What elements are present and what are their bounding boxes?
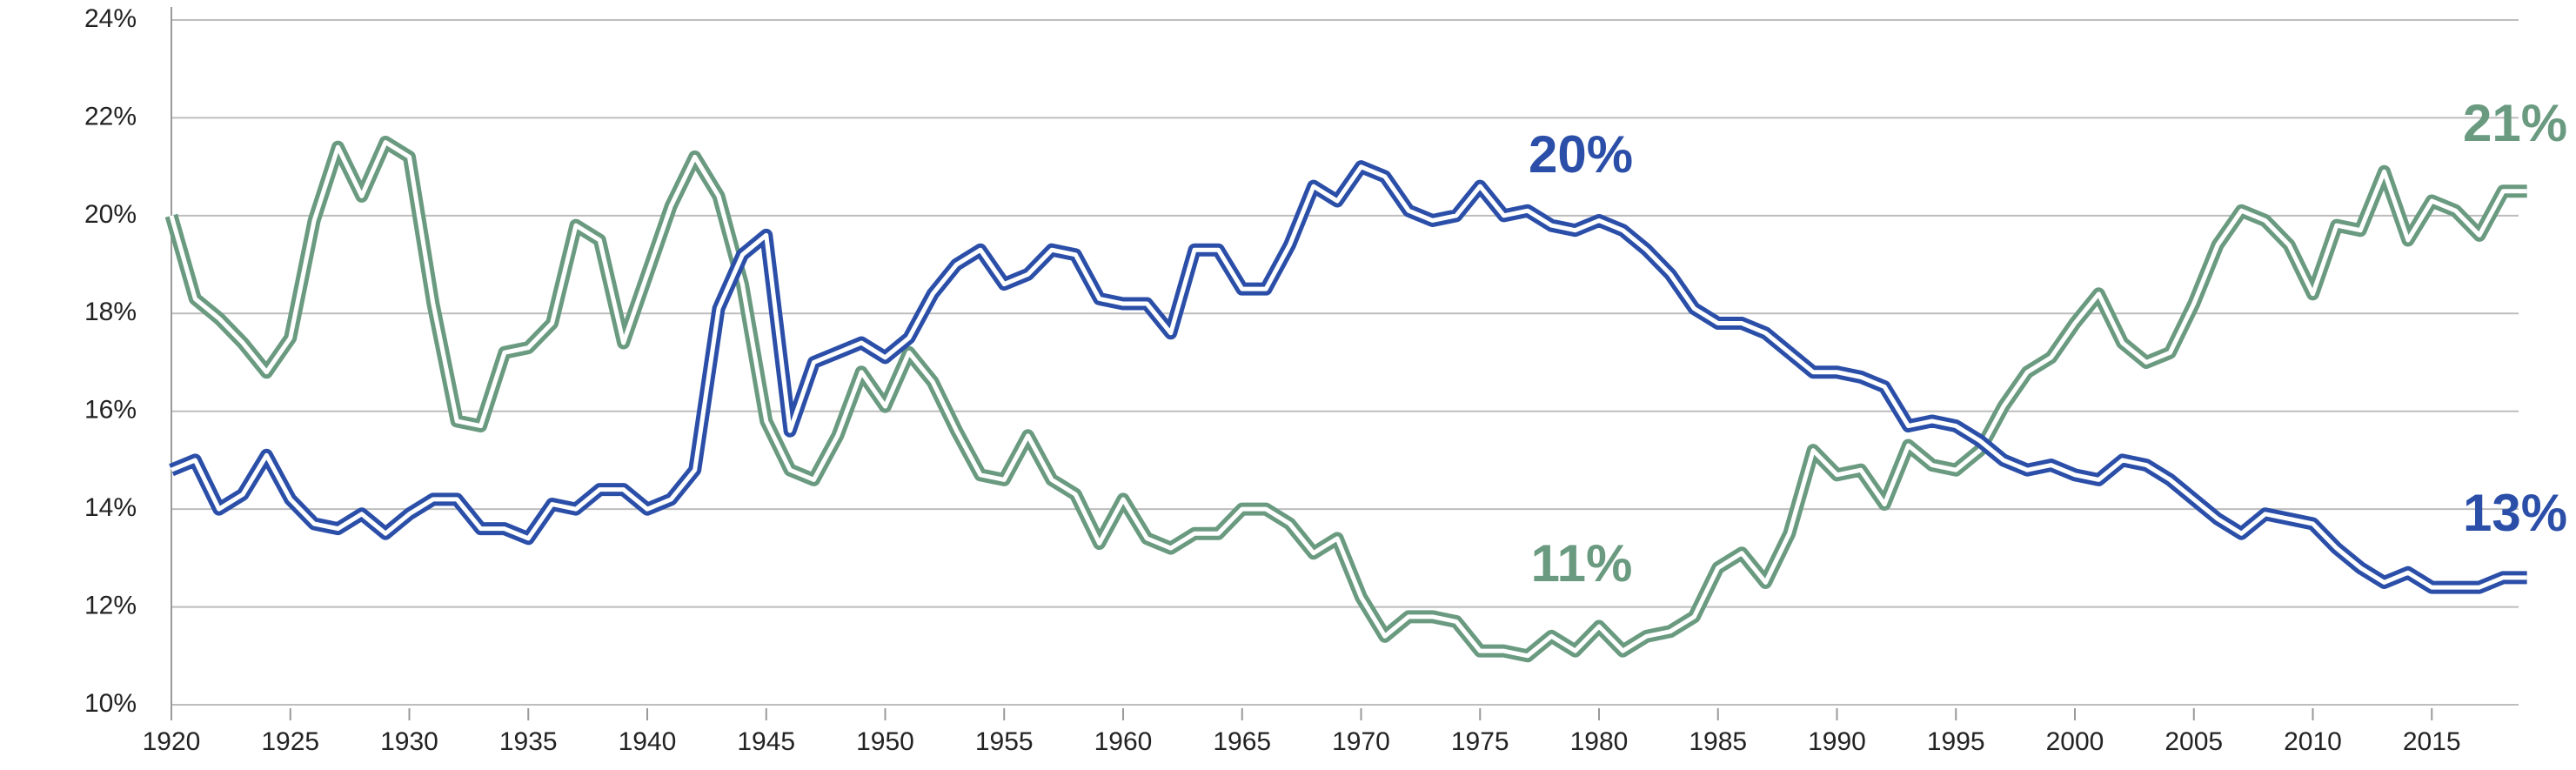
y-tick-label: 16% [84,396,137,425]
x-tick-label: 1935 [499,727,558,756]
x-tick-label: 1945 [737,727,795,756]
y-tick-label: 12% [84,591,137,619]
y-tick-label: 14% [84,493,137,522]
x-tick-label: 1975 [1451,727,1509,756]
x-tick-label: 1930 [380,727,438,756]
x-tick-label: 1970 [1332,727,1390,756]
y-tick-label: 18% [84,298,137,326]
annotation: 11% [1531,534,1633,593]
series-line-inner [171,164,2527,590]
series-line [164,136,2527,663]
x-tick-label: 1925 [261,727,319,756]
series-line [169,160,2527,594]
y-tick-label: 10% [84,689,137,718]
x-tick-label: 1990 [1808,727,1866,756]
x-tick-label: 1950 [856,727,914,756]
x-tick-label: 2000 [2046,727,2104,756]
series-line-inner [169,140,2527,659]
x-tick-label: 1960 [1094,727,1153,756]
x-tick-label: 1995 [1927,727,1985,756]
x-tick-label: 1940 [619,727,677,756]
x-tick-label: 2010 [2284,727,2342,756]
annotation: 20% [1529,125,1633,184]
annotation: 21% [2463,94,2567,152]
x-tick-label: 1920 [143,727,201,756]
y-tick-label: 20% [84,200,137,229]
x-tick-label: 1955 [975,727,1034,756]
x-tick-label: 1980 [1570,727,1629,756]
y-tick-label: 24% [84,4,137,33]
x-tick-label: 1965 [1213,727,1271,756]
x-tick-label: 2015 [2403,727,2461,756]
annotation: 13% [2463,484,2567,542]
x-tick-label: 2005 [2165,727,2223,756]
x-tick-label: 1985 [1689,727,1747,756]
y-tick-label: 22% [84,102,137,131]
